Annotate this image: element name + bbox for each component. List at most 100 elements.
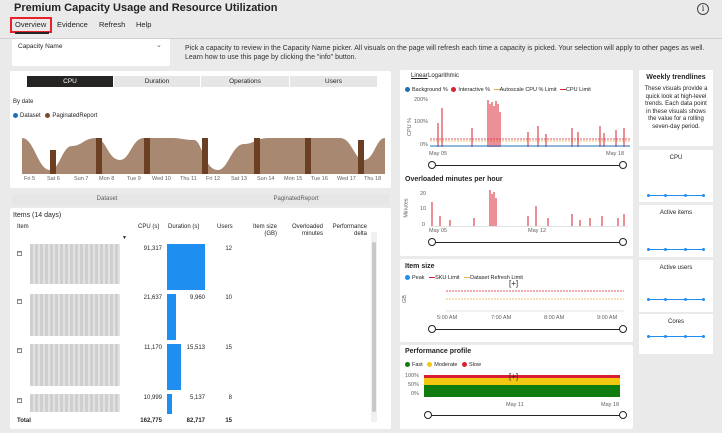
legend-paginated-label: PaginatedReport	[52, 113, 98, 120]
legend-moderate-label: Moderate	[434, 362, 458, 368]
overloaded-x-label: May 05	[429, 228, 448, 234]
performance-stack	[424, 375, 620, 397]
segment-operations[interactable]: Operations	[201, 76, 289, 87]
overloaded-slider-start-handle[interactable]	[428, 238, 436, 246]
cpu-slider-start-handle[interactable]	[428, 161, 436, 169]
by-date-chart	[22, 138, 385, 174]
performance-focus-icon[interactable]: [+]	[509, 372, 519, 381]
info-icon[interactable]: i	[697, 3, 709, 15]
table-scrollbar[interactable]	[371, 232, 377, 422]
legend-paginated-dot	[45, 113, 51, 118]
redacted-item-name	[30, 394, 120, 412]
legend-moderate-dot	[427, 362, 433, 368]
column-header-users[interactable]: Users	[217, 224, 233, 230]
item-size-x-label: 9:00 AM	[597, 315, 618, 321]
scrollbar-thumb[interactable]	[372, 242, 376, 412]
trend-line	[648, 299, 704, 300]
cpu-legend: Background % Interactive % Autoscale CPU…	[405, 87, 591, 93]
overloaded-chart-title: Overloaded minutes per hour	[405, 176, 503, 183]
trend-point	[684, 194, 687, 197]
cpu-slider-end-handle[interactable]	[619, 161, 627, 169]
expand-icon[interactable]: −	[17, 347, 22, 353]
trend-card-label: Active items	[659, 210, 693, 216]
column-header-performance[interactable]: Performance delta	[332, 224, 367, 237]
expand-icon[interactable]: −	[17, 397, 22, 403]
cpu-value: 21,637	[143, 295, 162, 301]
performance-slider-start-handle[interactable]	[424, 411, 432, 419]
tab-overview[interactable]: Overview	[15, 20, 47, 29]
trend-card-active-users[interactable]: Active users	[639, 260, 713, 312]
fast-band	[424, 385, 620, 397]
trend-card-active-items[interactable]: Active items	[639, 205, 713, 257]
items-table-title: Items (14 days)	[13, 212, 62, 219]
legend-background-label: Background %	[412, 87, 448, 93]
by-date-x-label: Sun 7	[74, 176, 89, 182]
legend-cpu-limit-swatch	[560, 89, 567, 91]
item-size-slider[interactable]	[432, 329, 622, 330]
performance-x-label: May 18	[601, 402, 620, 408]
toggle-linear[interactable]: Linear	[411, 73, 428, 79]
performance-slider-end-handle[interactable]	[619, 411, 627, 419]
overloaded-chart-plot	[430, 190, 628, 227]
slow-band	[424, 375, 620, 378]
cpu-y-label: CPU %	[407, 117, 414, 137]
trend-point	[664, 194, 667, 197]
by-date-x-label: Fri 5	[24, 176, 35, 182]
dataset-filter-button[interactable]: Dataset	[12, 194, 202, 205]
overloaded-spikes	[431, 190, 625, 226]
trend-card-cpu[interactable]: CPU	[639, 150, 713, 202]
trend-card-label: Cores	[667, 319, 684, 325]
tab-help[interactable]: Help	[136, 20, 152, 29]
item-size-title: Item size	[405, 263, 435, 270]
page-title: Premium Capacity Usage and Resource Util…	[14, 2, 278, 14]
segment-duration[interactable]: Duration	[114, 76, 200, 87]
tab-evidence[interactable]: Evidence	[57, 20, 88, 29]
trend-line	[648, 249, 704, 250]
legend-dataset-label: Dataset	[20, 113, 41, 120]
column-header-item[interactable]: Item	[17, 224, 29, 230]
by-date-dark-bar-7	[358, 140, 364, 174]
total-label: Total	[17, 418, 31, 424]
duration-value: 5,137	[189, 395, 205, 401]
trend-point	[647, 194, 650, 197]
column-header-duration[interactable]: Duration (s)	[168, 224, 200, 230]
trend-point	[702, 194, 705, 197]
weekly-trendlines-title: Weekly trendlines	[646, 74, 706, 81]
weekly-trendlines-description: These visuals provide a quick look at hi…	[644, 86, 708, 130]
trend-card-cores[interactable]: Cores	[639, 314, 713, 354]
active-tab-indicator	[15, 32, 49, 34]
cpu-y-tick: 100%	[414, 119, 429, 125]
trend-point	[684, 335, 687, 338]
tab-refresh[interactable]: Refresh	[99, 20, 126, 29]
cpu-interactive-spikes	[437, 100, 625, 147]
performance-slider[interactable]	[428, 415, 622, 416]
expand-icon[interactable]: −	[17, 298, 22, 304]
overloaded-y-tick: 20	[420, 191, 427, 197]
item-size-slider-start-handle[interactable]	[428, 325, 436, 333]
overloaded-slider-end-handle[interactable]	[619, 238, 627, 246]
cpu-date-slider[interactable]	[432, 165, 622, 166]
capacity-picker[interactable]: Capacity Name ⌄	[12, 39, 170, 66]
toggle-logarithmic[interactable]: Logarithmic	[428, 73, 460, 79]
by-date-legend: Dataset PaginatedReport	[13, 113, 97, 119]
trend-point	[702, 248, 705, 251]
column-header-overloaded[interactable]: Overloaded minutes	[291, 224, 323, 237]
by-date-x-label: Mon 15	[284, 176, 303, 182]
column-header-item-size[interactable]: Item size (GB)	[252, 224, 277, 237]
segment-cpu[interactable]: CPU	[27, 76, 113, 87]
weekly-trendlines-panel: Weekly trendlines These visuals provide …	[639, 70, 713, 146]
column-header-cpu[interactable]: CPU (s)	[138, 224, 160, 230]
segment-users[interactable]: Users	[290, 76, 377, 87]
expand-icon[interactable]: −	[17, 250, 22, 256]
cpu-chart-plot	[430, 100, 630, 147]
performance-title: Performance profile	[405, 348, 472, 355]
users-value: 10	[225, 295, 232, 301]
trend-point	[684, 298, 687, 301]
overloaded-date-slider[interactable]	[432, 242, 622, 243]
paginated-filter-button[interactable]: PaginatedReport	[203, 194, 389, 205]
by-date-label: By date	[13, 99, 34, 105]
item-size-panel	[400, 259, 633, 342]
item-size-slider-end-handle[interactable]	[619, 325, 627, 333]
focus-mode-icon[interactable]: [+]	[509, 279, 519, 288]
redacted-item-name	[30, 294, 120, 336]
